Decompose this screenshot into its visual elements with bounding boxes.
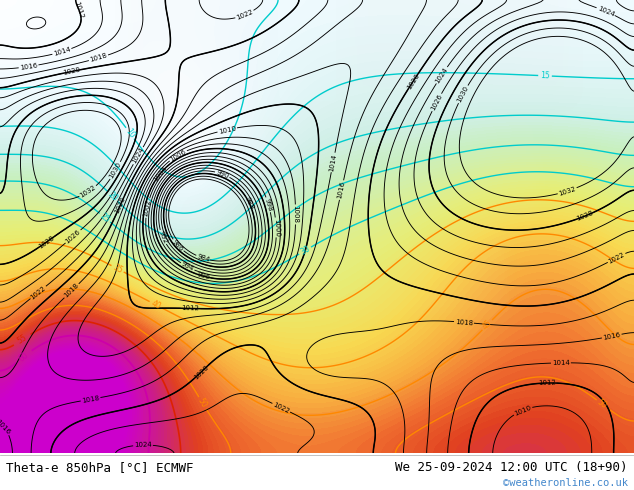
Text: 996: 996 — [196, 271, 210, 281]
Text: 20: 20 — [107, 190, 119, 203]
Text: 10: 10 — [124, 127, 136, 140]
Text: 15: 15 — [540, 71, 550, 80]
Text: 1032: 1032 — [79, 184, 97, 199]
Text: 25: 25 — [98, 211, 112, 224]
Text: 1022: 1022 — [272, 401, 290, 415]
Text: 1032: 1032 — [558, 186, 577, 196]
Text: 1018: 1018 — [89, 52, 108, 63]
Text: 1018: 1018 — [81, 395, 100, 404]
Text: 1004: 1004 — [152, 165, 168, 183]
Text: 1018: 1018 — [63, 282, 80, 299]
Text: ©weatheronline.co.uk: ©weatheronline.co.uk — [503, 478, 628, 488]
Text: 50: 50 — [595, 397, 609, 411]
Text: 1022: 1022 — [29, 285, 47, 300]
Text: 1018: 1018 — [455, 318, 473, 326]
Text: 60: 60 — [17, 350, 30, 363]
Text: 1010: 1010 — [514, 404, 532, 416]
Text: 1012: 1012 — [538, 380, 555, 386]
Text: 988: 988 — [243, 196, 255, 210]
Text: 1030: 1030 — [108, 161, 122, 180]
Text: 1016: 1016 — [19, 62, 38, 71]
Text: 992: 992 — [157, 230, 168, 245]
Text: We 25-09-2024 12:00 UTC (18+90): We 25-09-2024 12:00 UTC (18+90) — [395, 462, 628, 474]
Text: 1014: 1014 — [328, 153, 338, 172]
Text: 1000: 1000 — [273, 219, 280, 237]
Text: Theta-e 850hPa [°C] ECMWF: Theta-e 850hPa [°C] ECMWF — [6, 462, 194, 474]
Text: 40: 40 — [150, 298, 162, 311]
Text: 998: 998 — [264, 197, 273, 212]
Text: 1022: 1022 — [607, 251, 626, 265]
Text: 1008: 1008 — [292, 205, 299, 223]
Text: 55: 55 — [16, 333, 29, 346]
Text: 1020: 1020 — [406, 72, 420, 90]
Text: 1014: 1014 — [53, 46, 72, 57]
Text: 1006: 1006 — [169, 148, 187, 162]
Text: 1024: 1024 — [131, 147, 145, 165]
Text: 1024: 1024 — [134, 442, 152, 448]
Text: 1010: 1010 — [218, 125, 236, 135]
Text: 30: 30 — [299, 244, 311, 257]
Text: 45: 45 — [481, 318, 494, 332]
Text: 1014: 1014 — [552, 360, 570, 366]
Text: 35: 35 — [111, 263, 124, 275]
Text: 1012: 1012 — [74, 0, 84, 19]
Text: 984: 984 — [196, 253, 210, 263]
Text: 1020: 1020 — [114, 196, 127, 214]
Text: 1024: 1024 — [597, 5, 615, 18]
Text: 1026: 1026 — [430, 93, 444, 112]
Text: 1028: 1028 — [37, 235, 55, 250]
Text: 1016: 1016 — [602, 332, 621, 341]
Text: 1012: 1012 — [182, 305, 200, 312]
Text: 1022: 1022 — [235, 9, 254, 21]
Text: 1020: 1020 — [193, 364, 210, 380]
Text: 990: 990 — [215, 169, 230, 179]
Text: 1030: 1030 — [456, 85, 470, 103]
Text: 1026: 1026 — [65, 228, 82, 245]
Text: 1016: 1016 — [0, 418, 11, 436]
Text: 1016: 1016 — [337, 181, 346, 199]
Text: 1002: 1002 — [143, 198, 152, 217]
Text: 1028: 1028 — [576, 210, 594, 222]
Text: 1020: 1020 — [62, 67, 81, 76]
Text: 994: 994 — [180, 261, 195, 272]
Text: 50: 50 — [196, 396, 209, 409]
Text: 1024: 1024 — [434, 66, 449, 84]
Text: 986: 986 — [171, 239, 184, 252]
